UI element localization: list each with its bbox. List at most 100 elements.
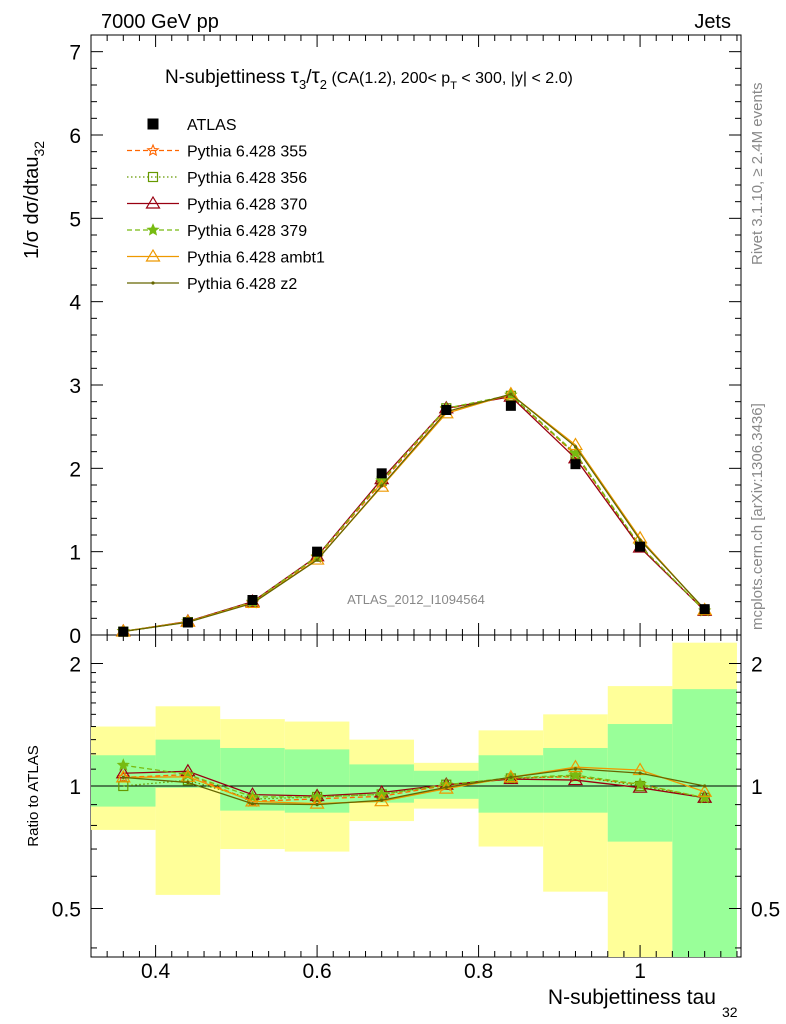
atlas-point (182, 617, 193, 628)
y-axis-label-main: 1/σ dσ/dtau (21, 157, 43, 260)
y-tick-label: 7 (69, 42, 81, 65)
series-3-ratio-point (116, 758, 130, 771)
series-4-point (374, 478, 390, 492)
y-tick-label: 0 (69, 625, 81, 648)
series-5-ratio-point (186, 780, 190, 785)
mcplots-label: mcplots.cern.ch [arXiv:1306.3436] (749, 403, 766, 630)
atlas-point (312, 546, 323, 557)
series-5-ratio-point (444, 785, 448, 789)
ratio-y-tick-label-right: 1 (751, 776, 763, 799)
legend-series-2-marker (145, 195, 161, 209)
series-3-ratio-point (568, 768, 583, 781)
series-5-ratio-point (250, 802, 255, 806)
plot-title-num-sub: 3 (299, 77, 306, 92)
legend-series-2-label: Pythia 6.428 370 (187, 197, 307, 214)
series-4-ratio-point (115, 769, 131, 783)
y-tick-label: 2 (69, 458, 81, 481)
series-4-ratio-point (244, 793, 261, 807)
legend-series-0-label: Pythia 6.428 355 (187, 144, 307, 161)
y-tick-label: 3 (69, 375, 81, 398)
plot-title-rest2: < 300, |y| < 2.0) (457, 70, 573, 87)
y-axis-label: 1/σ dσ/dtau32 (21, 141, 47, 259)
series-4-point (503, 386, 519, 400)
series-5-ratio-point (703, 784, 707, 788)
series-4-ratio-point (567, 759, 584, 773)
series-3-ratio-line (123, 764, 705, 799)
series-2-ratio-line (123, 770, 705, 799)
ratio-y-tick-label-right: 2 (751, 654, 763, 677)
plot-title-rest1: (CA(1.2), 200< p (327, 70, 450, 87)
atlas-point (699, 604, 710, 615)
legend-series-4-label: Pythia 6.428 ambt1 (187, 250, 325, 267)
series-4-ratio-point (697, 784, 713, 797)
plot-title-den-sub: 2 (320, 77, 327, 92)
series-5-ratio-point (315, 803, 319, 807)
series-5-ratio-point (121, 775, 125, 779)
x-tick-label: 0.4 (141, 960, 171, 983)
series-0-ratio-point (116, 770, 130, 783)
x-tick-label: 1 (634, 960, 646, 983)
series-4-ratio-line (123, 766, 705, 805)
atlas-point (570, 459, 581, 470)
series-5-ratio-point (509, 775, 513, 779)
series-3-ratio-point (633, 777, 647, 790)
legend-series-5-label: Pythia 6.428 z2 (187, 276, 297, 293)
x-tick-label: 0.8 (464, 960, 493, 983)
legend-series-1-marker (147, 171, 159, 183)
legend-series-5-marker (151, 281, 155, 285)
ratio-uncertainty-bands (91, 642, 741, 957)
atlas-point (635, 541, 646, 552)
legend-series-0-marker (146, 143, 160, 157)
legend-series-3-label: Pythia 6.428 379 (187, 223, 307, 240)
legend-atlas-label: ATLAS (187, 117, 237, 134)
atlas-point (376, 468, 387, 479)
x-axis-label: N-subjettiness tau (548, 986, 716, 1009)
rivet-label: Rivet 3.1.10, ≥ 2.4M events (749, 83, 766, 266)
series-5-ratio-point (638, 771, 642, 775)
atlas-point (505, 400, 516, 411)
series-1-ratio-line (123, 775, 705, 800)
plot-title-div: / (306, 67, 312, 88)
ratio-y-tick-label: 2 (69, 654, 81, 677)
series-5-point (315, 558, 319, 562)
ratio-band-inner (284, 749, 350, 813)
legend-series-4-marker (145, 248, 161, 262)
ratio-y-tick-label: 0.5 (52, 898, 81, 921)
series-5-point (380, 484, 384, 488)
plot-title-prefix: N-subjettiness (165, 67, 291, 88)
series-5-point (509, 392, 513, 396)
x-axis-label-sub: 32 (722, 1004, 738, 1020)
ratio-series-lines (115, 758, 713, 809)
atlas-point (247, 595, 258, 605)
series-5-ratio-point (380, 798, 384, 802)
ratio-y-tick-label: 1 (69, 776, 81, 799)
x-tick-label: 0.6 (302, 960, 331, 983)
x-axis-label-main: N-subjettiness tau (548, 986, 716, 1009)
plot-title-tau-den: τ (311, 65, 320, 88)
plot-title-tau-num: τ (291, 65, 300, 88)
legend-series-1-label: Pythia 6.428 356 (187, 170, 307, 187)
y-tick-label: 6 (69, 125, 81, 148)
atlas-point (441, 405, 452, 415)
plot-title-pt-sub: T (450, 80, 457, 92)
y-tick-label: 5 (69, 208, 81, 231)
series-5-point (573, 445, 578, 449)
legend-atlas-marker (147, 118, 159, 130)
plot-title: N-subjettiness τ3/τ2 (CA(1.2), 200< pT <… (165, 65, 573, 92)
series-5-ratio-line (123, 768, 705, 806)
ratio-band-outer (155, 706, 221, 895)
series-5-line (123, 393, 706, 633)
series-5-ratio-point (573, 767, 578, 771)
y-axis-label-sub: 32 (31, 141, 47, 157)
y-tick-label: 4 (69, 292, 81, 315)
series-4-point (309, 551, 325, 565)
header-left: 7000 GeV pp (101, 11, 219, 33)
analysis-watermark: ATLAS_2012_I1094564 (347, 592, 485, 607)
y-tick-label: 1 (69, 542, 81, 565)
header-right: Jets (694, 11, 731, 33)
series-5-point (638, 538, 642, 542)
legend: ATLAS Pythia 6.428 355 Pythia 6.428 356 Pyt… (127, 117, 325, 293)
legend-series-3-marker (146, 223, 160, 236)
